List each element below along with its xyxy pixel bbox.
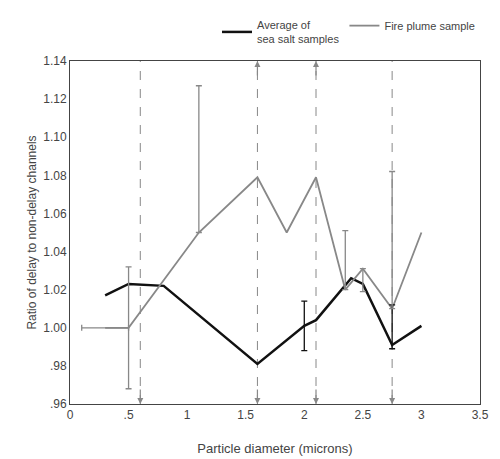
svg-text:2: 2	[301, 408, 308, 422]
svg-text:1.00: 1.00	[43, 321, 67, 335]
svg-text:1.06: 1.06	[43, 207, 67, 221]
svg-text:3.5: 3.5	[472, 408, 489, 422]
svg-text:1.10: 1.10	[43, 130, 67, 144]
svg-text:Ratio of delay to non-delay ch: Ratio of delay to non-delay channels	[25, 135, 39, 329]
svg-text:1.04: 1.04	[43, 245, 67, 259]
svg-text:3: 3	[418, 408, 425, 422]
svg-text:Particle diameter (microns): Particle diameter (microns)	[197, 441, 352, 456]
svg-text:1.5: 1.5	[237, 408, 254, 422]
svg-text:1: 1	[184, 408, 191, 422]
svg-text:1.08: 1.08	[43, 169, 67, 183]
svg-text:.98: .98	[50, 359, 67, 373]
svg-text:1.12: 1.12	[43, 92, 67, 106]
svg-text:1.02: 1.02	[43, 283, 67, 297]
svg-text:1.14: 1.14	[43, 54, 67, 68]
svg-text:.96: .96	[50, 397, 67, 411]
svg-text:Average ofsea salt samples: Average ofsea salt samples	[257, 19, 339, 45]
svg-text:0: 0	[67, 408, 74, 422]
svg-text:Fire plume sample: Fire plume sample	[384, 20, 474, 32]
svg-text:2.5: 2.5	[355, 408, 372, 422]
svg-text:.5: .5	[124, 408, 134, 422]
